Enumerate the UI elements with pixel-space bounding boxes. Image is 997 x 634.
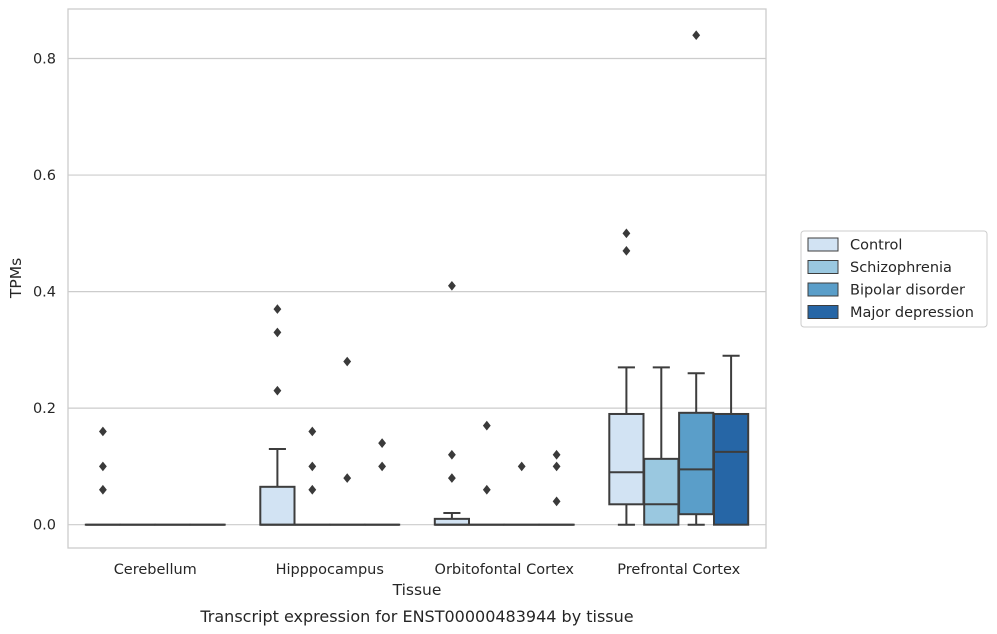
y-tick-label: 0.6 (33, 168, 56, 184)
legend-item: Schizophrenia (807, 260, 952, 276)
outlier-point (98, 426, 107, 437)
box (712, 354, 750, 526)
outlier-point (447, 449, 456, 460)
x-tick-label: Hipppocampus (276, 562, 384, 578)
legend-item: Control (807, 237, 902, 254)
box (433, 280, 471, 526)
outlier-point (273, 385, 282, 396)
x-tick-label: Orbitofontal Cortex (435, 562, 575, 578)
outlier-point (552, 461, 561, 472)
x-tick-label: Prefrontal Cortex (617, 562, 740, 578)
boxes (84, 30, 750, 526)
box (259, 304, 296, 526)
y-tick-label: 0.2 (33, 401, 56, 417)
legend-label: Bipolar disorder (850, 283, 965, 299)
box (503, 461, 540, 526)
box (678, 30, 715, 526)
outlier-point (98, 461, 107, 472)
legend-frame (800, 230, 988, 328)
plot-area-frame (67, 8, 767, 549)
box (363, 438, 401, 526)
outlier-point (378, 438, 387, 448)
legend-item: Bipolar disorder (807, 282, 965, 299)
outlier-point (552, 449, 561, 460)
y-tick-label: 0.0 (33, 518, 56, 534)
legend-label: Control (850, 238, 902, 254)
legend-label: Schizophrenia (850, 260, 952, 276)
outlier-point (98, 484, 107, 495)
box-body (678, 411, 715, 516)
legend-swatch (807, 282, 839, 297)
outlier-point (273, 327, 282, 338)
outlier-point (343, 356, 352, 367)
outlier-point (552, 496, 561, 507)
legend-swatch (807, 305, 839, 319)
outlier-point (517, 461, 526, 472)
box-body (608, 412, 645, 506)
outlier-point (447, 473, 456, 483)
legend-label: Major depression (850, 305, 974, 321)
outlier-point (308, 484, 317, 495)
x-axis-ticks: Cerebellum Hipppocampus Orbitofontal Corte… (114, 562, 741, 578)
outlier-point (622, 245, 631, 256)
outlier-point (482, 484, 491, 495)
legend: Control Schizophrenia Bipolar disorder Majo… (800, 230, 988, 328)
y-tick-label: 0.8 (33, 52, 56, 68)
box-body (712, 412, 750, 526)
box-body (643, 457, 680, 526)
y-axis-title: TPMs (7, 258, 25, 299)
box (538, 449, 575, 526)
y-axis-ticks: 0.0 0.2 0.4 0.6 0.8 (33, 52, 56, 534)
outlier-point (273, 304, 282, 314)
box (643, 366, 680, 526)
outlier-point (308, 461, 317, 472)
outlier-point (482, 420, 491, 431)
x-axis-title: Tissue (392, 581, 442, 599)
box (294, 426, 331, 526)
outlier-point (447, 280, 456, 291)
box (329, 356, 366, 526)
outlier-point (343, 473, 352, 483)
box (468, 420, 505, 526)
box-body (259, 485, 296, 526)
legend-item: Major depression (807, 305, 974, 321)
outlier-point (308, 426, 317, 437)
outlier-point (692, 30, 701, 41)
outlier-point (622, 228, 631, 239)
legend-swatch (807, 237, 839, 252)
box (608, 228, 645, 526)
y-tick-label: 0.4 (33, 285, 56, 301)
x-tick-label: Cerebellum (114, 562, 197, 578)
chart-caption: Transcript expression for ENST0000048394… (199, 607, 633, 626)
box (84, 426, 122, 526)
legend-swatch (807, 260, 839, 274)
outlier-point (378, 461, 387, 472)
